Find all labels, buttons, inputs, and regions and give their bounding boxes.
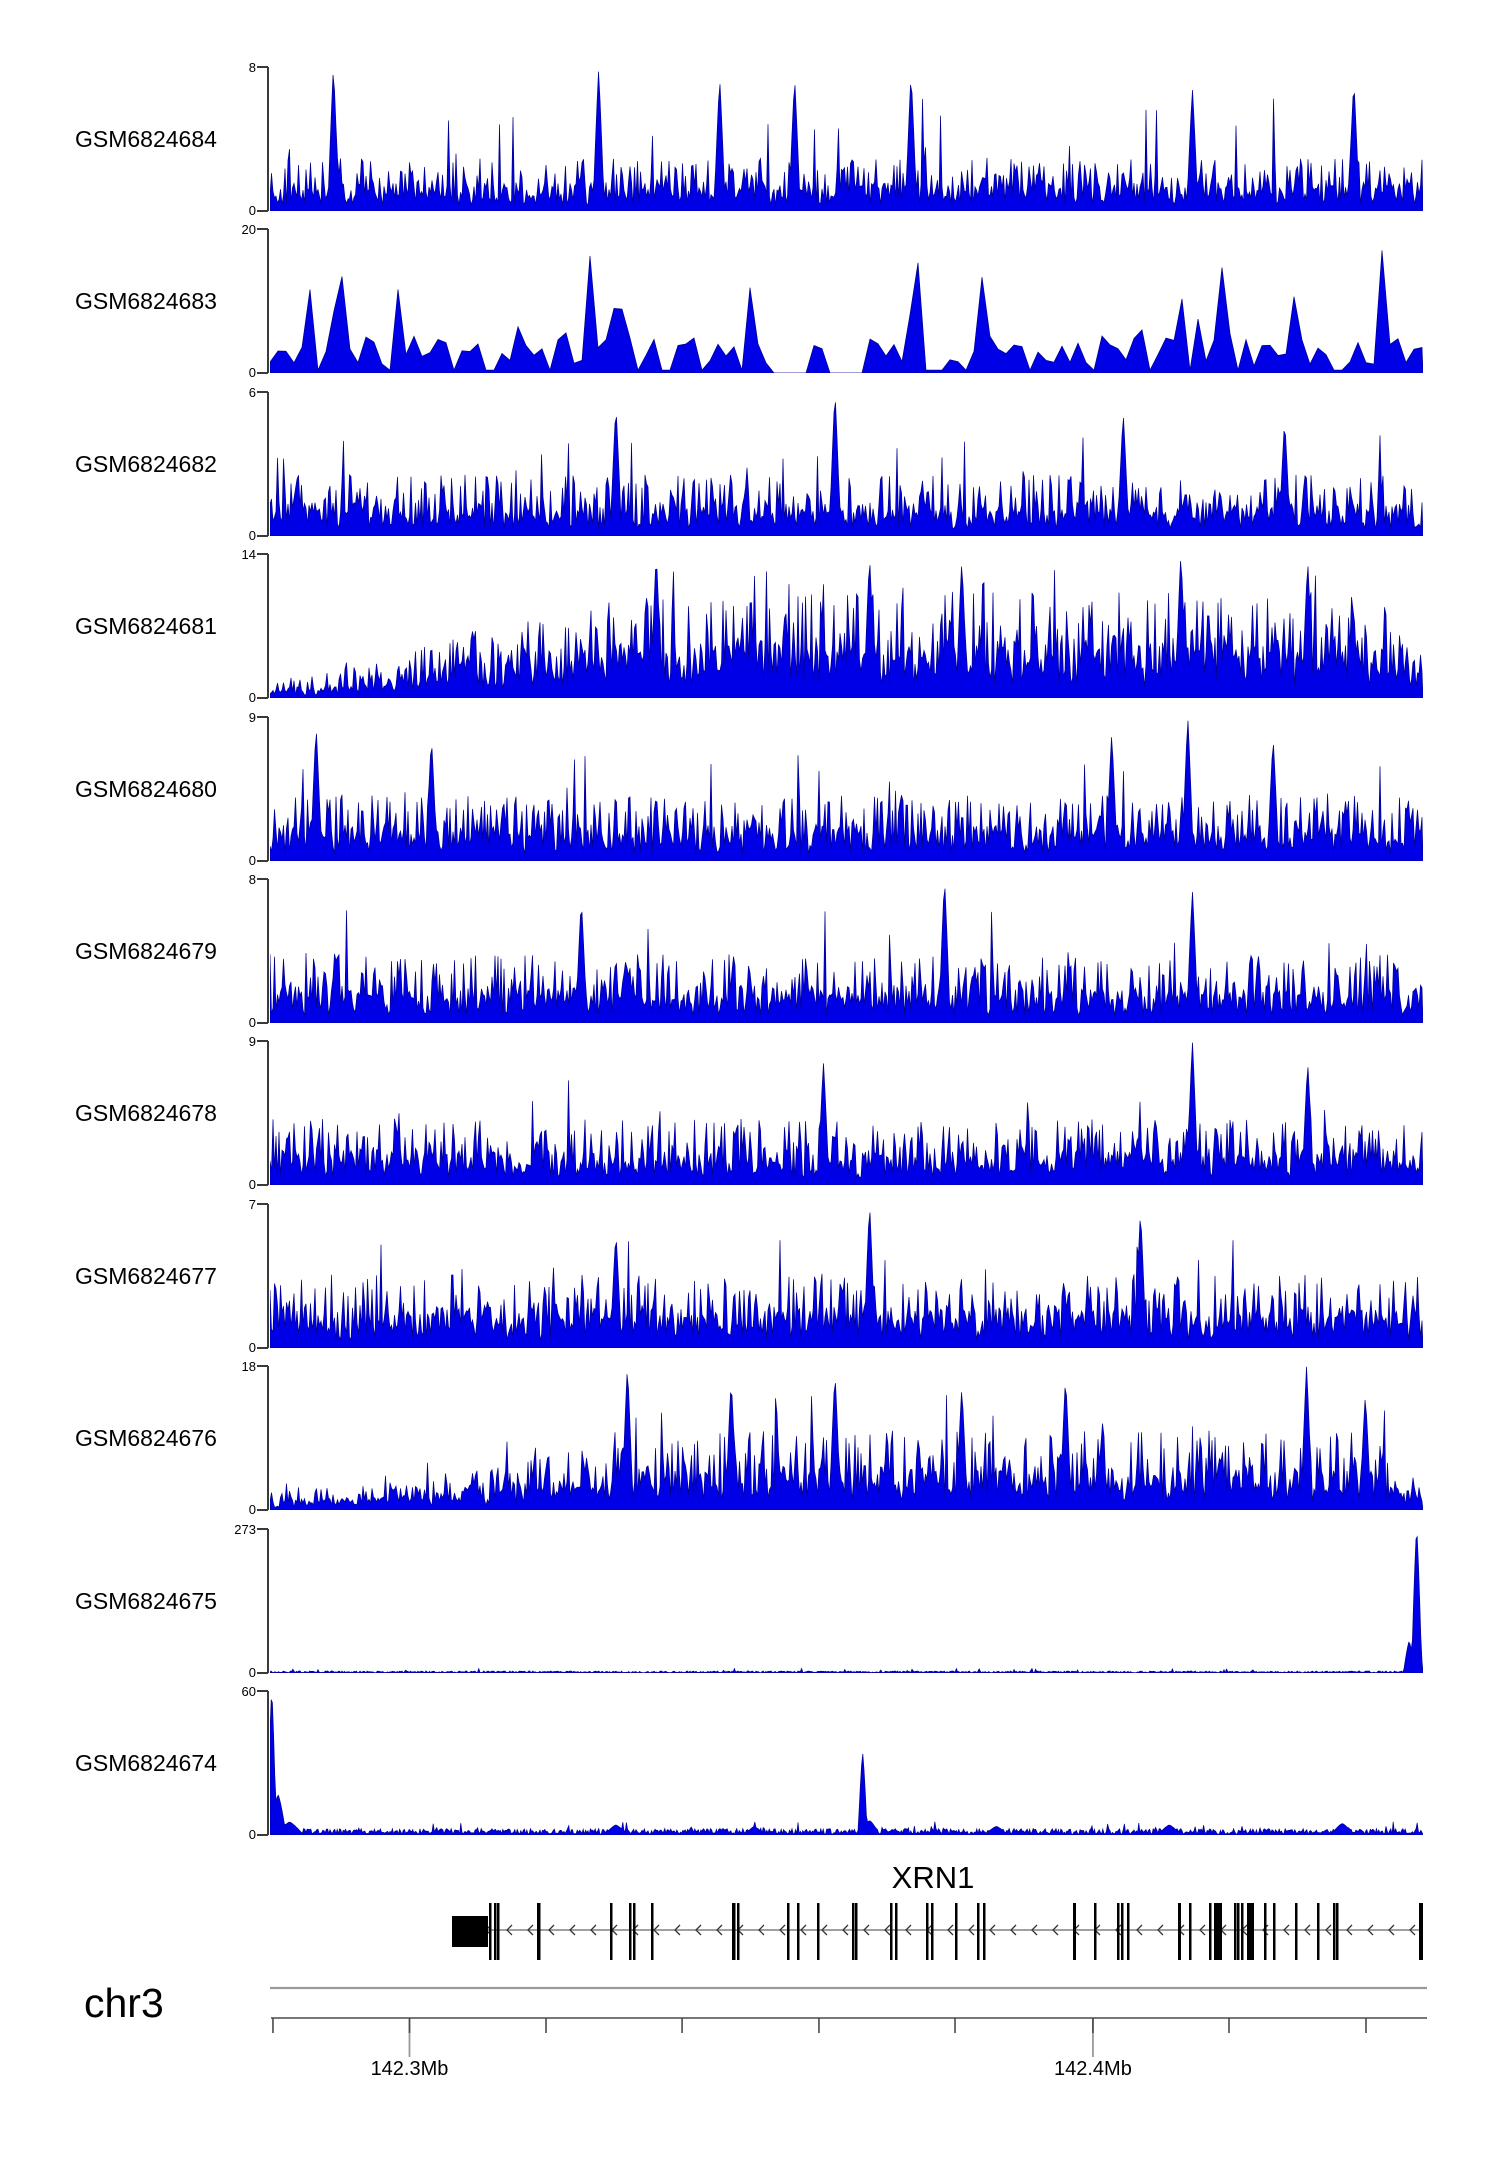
y-axis-max-label: 273 (234, 1522, 256, 1537)
track-label: GSM6824684 (75, 126, 217, 152)
coverage-plot (270, 1366, 1423, 1510)
y-axis-tick-top (257, 1365, 268, 1367)
chromosome-label: chr3 (84, 1980, 164, 2026)
y-axis-tick-top (257, 1040, 268, 1042)
y-axis-min-label: 0 (248, 853, 256, 868)
gene-model-track (452, 1903, 1423, 1960)
y-axis-min-label: 0 (248, 1827, 256, 1842)
y-axis-line (267, 879, 269, 1023)
y-axis-tick-top (257, 553, 268, 555)
coverage-plot (270, 1699, 1423, 1835)
y-axis-min-label: 0 (248, 1502, 256, 1517)
track-label: GSM6824674 (75, 1750, 217, 1776)
track-label: GSM6824678 (75, 1100, 217, 1126)
genome-axis-ruler (270, 1986, 1427, 2057)
y-axis-max-label: 9 (248, 1034, 256, 1049)
track-label: GSM6824680 (75, 776, 217, 802)
y-axis-max-label: 8 (248, 872, 256, 887)
axis-tick-label: 142.4Mb (1054, 2058, 1132, 2080)
y-axis-line (267, 67, 269, 211)
y-axis-line (267, 1691, 269, 1835)
track-label: GSM6824677 (75, 1263, 217, 1289)
coverage-plot (270, 560, 1423, 698)
y-axis-min-label: 0 (248, 1340, 256, 1355)
y-axis-line (267, 1529, 269, 1673)
axis-tick-label: 142.3Mb (370, 2058, 449, 2080)
y-axis-tick-bottom (257, 210, 268, 212)
y-axis-tick-bottom (257, 1509, 268, 1511)
y-axis-tick-top (257, 1690, 268, 1692)
coverage-plot (270, 250, 1423, 373)
y-axis-tick-bottom (257, 372, 268, 374)
y-axis-tick-top (257, 391, 268, 393)
y-axis-min-label: 0 (248, 1177, 256, 1192)
track-label: GSM6824676 (75, 1425, 217, 1451)
y-axis-tick-bottom (257, 1184, 268, 1186)
coverage-plot (270, 1212, 1423, 1348)
y-axis-tick-top (257, 716, 268, 718)
track-label: GSM6824682 (75, 451, 217, 477)
y-axis-tick-bottom (257, 1347, 268, 1349)
y-axis-max-label: 7 (248, 1197, 256, 1212)
track-label: GSM6824675 (75, 1588, 217, 1614)
y-axis-tick-bottom (257, 697, 268, 699)
y-axis-tick-top (257, 1528, 268, 1530)
y-axis-max-label: 60 (241, 1684, 256, 1699)
coverage-plot (270, 888, 1423, 1023)
y-axis-tick-top (257, 1203, 268, 1205)
coverage-plot (270, 1535, 1423, 1673)
y-axis-tick-bottom (257, 1022, 268, 1024)
y-axis-min-label: 0 (248, 1015, 256, 1030)
track-label: GSM6824679 (75, 938, 217, 964)
y-axis-tick-bottom (257, 1672, 268, 1674)
y-axis-line (267, 1366, 269, 1510)
y-axis-max-label: 20 (241, 222, 256, 237)
y-axis-line (267, 717, 269, 861)
y-axis-max-label: 18 (241, 1359, 256, 1374)
y-axis-line (267, 554, 269, 698)
gene-name-label: XRN1 (891, 1860, 975, 1895)
y-axis-tick-bottom (257, 860, 268, 862)
y-axis-tick-top (257, 878, 268, 880)
track-label: GSM6824683 (75, 288, 217, 314)
coverage-plot (270, 71, 1423, 211)
y-axis-min-label: 0 (248, 203, 256, 218)
y-axis-max-label: 6 (248, 385, 256, 400)
y-axis-line (267, 1204, 269, 1348)
y-axis-min-label: 0 (248, 365, 256, 380)
y-axis-tick-top (257, 228, 268, 230)
y-axis-line (267, 229, 269, 373)
y-axis-min-label: 0 (248, 690, 256, 705)
y-axis-line (267, 392, 269, 536)
y-axis-max-label: 9 (248, 710, 256, 725)
y-axis-tick-bottom (257, 1834, 268, 1836)
track-label: GSM6824681 (75, 613, 217, 639)
y-axis-min-label: 0 (248, 528, 256, 543)
y-axis-tick-top (257, 66, 268, 68)
coverage-plot (270, 402, 1423, 536)
coverage-plot (270, 720, 1423, 861)
y-axis-line (267, 1041, 269, 1185)
coverage-plot (270, 1042, 1423, 1185)
y-axis-tick-bottom (257, 535, 268, 537)
y-axis-max-label: 8 (248, 60, 256, 75)
y-axis-min-label: 0 (248, 1665, 256, 1680)
y-axis-max-label: 14 (241, 547, 256, 562)
